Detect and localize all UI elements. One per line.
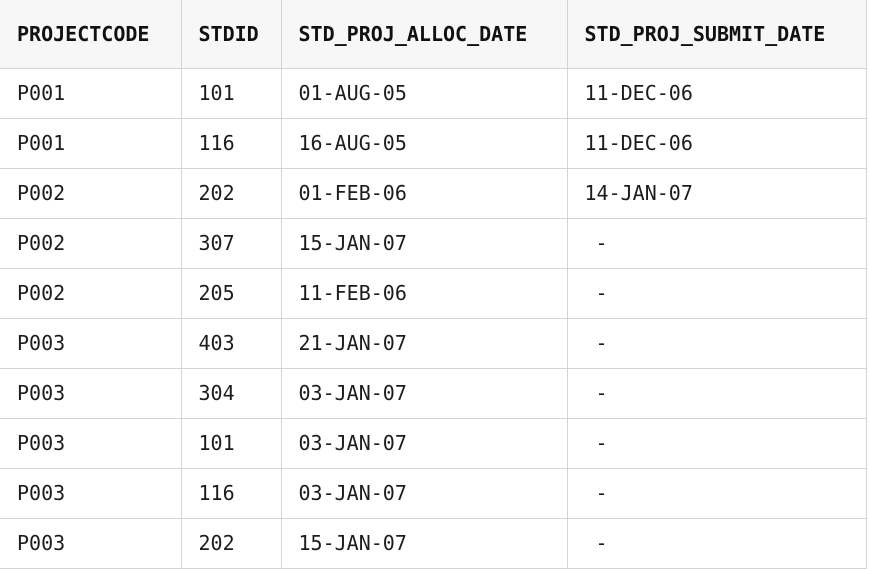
cell-stdid: 101 [180,67,282,119]
cell-stdid: 403 [180,317,282,369]
cell-submit-date: 11-DEC-06 [566,117,867,169]
cell-submit-date-null: - [566,267,867,319]
table-row: P002 205 11-FEB-06 - [0,267,867,319]
cell-projectcode: P003 [0,317,182,369]
cell-stdid: 307 [180,217,282,269]
cell-projectcode: P003 [0,467,182,519]
cell-alloc-date: 01-FEB-06 [280,167,568,219]
cell-submit-date-null: - [566,317,867,369]
cell-stdid: 304 [180,367,282,419]
column-header-std-proj-submit-date[interactable]: STD_PROJ_SUBMIT_DATE [566,0,867,69]
column-header-projectcode[interactable]: PROJECTCODE [0,0,182,69]
table-row: P003 202 15-JAN-07 - [0,517,867,569]
table-row: P003 403 21-JAN-07 - [0,317,867,369]
table-row: P001 101 01-AUG-05 11-DEC-06 [0,67,867,119]
cell-stdid: 202 [180,517,282,569]
cell-submit-date-null: - [566,467,867,519]
table-row: P002 202 01-FEB-06 14-JAN-07 [0,167,867,219]
cell-projectcode: P001 [0,117,182,169]
cell-stdid: 116 [180,117,282,169]
table-row: P003 101 03-JAN-07 - [0,417,867,469]
cell-alloc-date: 03-JAN-07 [280,417,568,469]
table-header: PROJECTCODE STDID STD_PROJ_ALLOC_DATE ST… [0,0,867,69]
cell-submit-date-null: - [566,367,867,419]
cell-submit-date-null: - [566,417,867,469]
cell-projectcode: P003 [0,517,182,569]
column-header-stdid[interactable]: STDID [180,0,282,69]
cell-alloc-date: 01-AUG-05 [280,67,568,119]
cell-alloc-date: 16-AUG-05 [280,117,568,169]
table-body: P001 101 01-AUG-05 11-DEC-06 P001 116 16… [0,67,867,569]
cell-projectcode: P003 [0,367,182,419]
table-row: P003 304 03-JAN-07 - [0,367,867,419]
cell-projectcode: P001 [0,67,182,119]
cell-alloc-date: 03-JAN-07 [280,367,568,419]
header-row: PROJECTCODE STDID STD_PROJ_ALLOC_DATE ST… [0,0,867,69]
cell-submit-date-null: - [566,217,867,269]
cell-projectcode: P002 [0,167,182,219]
cell-alloc-date: 11-FEB-06 [280,267,568,319]
cell-alloc-date: 03-JAN-07 [280,467,568,519]
cell-stdid: 205 [180,267,282,319]
cell-stdid: 101 [180,417,282,469]
table-row: P003 116 03-JAN-07 - [0,467,867,519]
cell-projectcode: P002 [0,267,182,319]
cell-stdid: 116 [180,467,282,519]
cell-projectcode: P003 [0,417,182,469]
cell-alloc-date: 15-JAN-07 [280,217,568,269]
table-row: P002 307 15-JAN-07 - [0,217,867,269]
cell-submit-date-null: - [566,517,867,569]
table-row: P001 116 16-AUG-05 11-DEC-06 [0,117,867,169]
cell-alloc-date: 21-JAN-07 [280,317,568,369]
cell-projectcode: P002 [0,217,182,269]
cell-stdid: 202 [180,167,282,219]
cell-submit-date: 11-DEC-06 [566,67,867,119]
cell-submit-date: 14-JAN-07 [566,167,867,219]
column-header-std-proj-alloc-date[interactable]: STD_PROJ_ALLOC_DATE [280,0,568,69]
cell-alloc-date: 15-JAN-07 [280,517,568,569]
